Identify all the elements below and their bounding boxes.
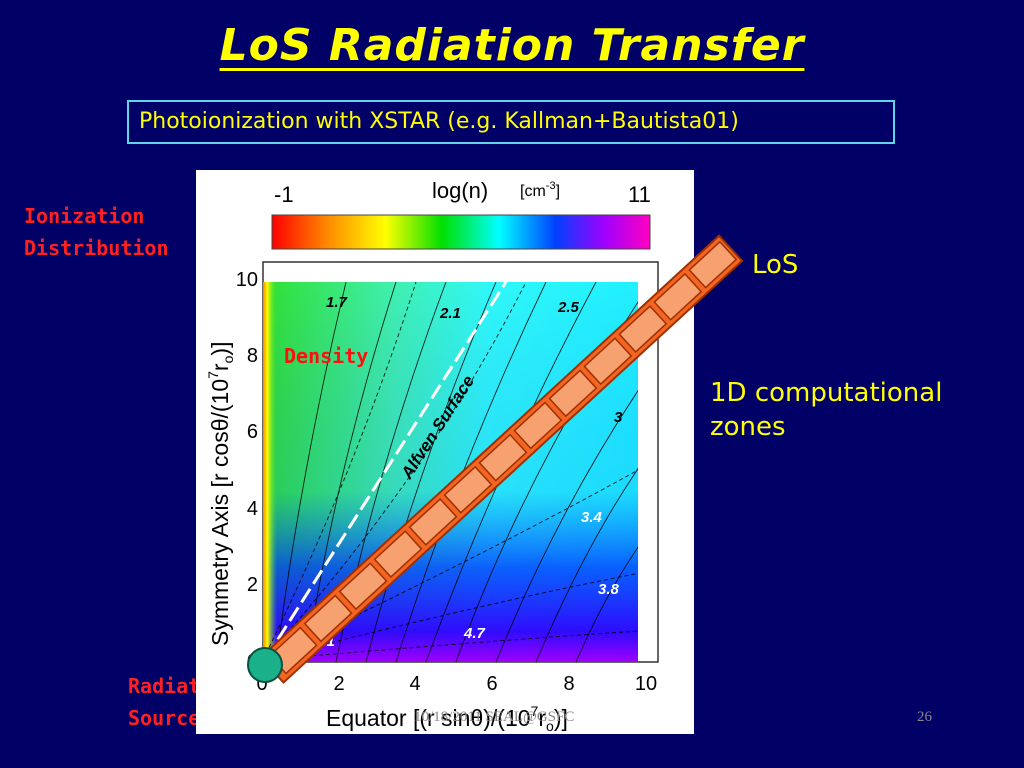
colorbar-title: log(n): [432, 178, 488, 203]
x-tick: 2: [333, 673, 344, 695]
los-label: LoS: [752, 250, 799, 280]
x-axis-label: Equator [(r sinθ)/(107ro)]: [326, 703, 568, 734]
density-plot-svg: -1 11 log(n) [cm-3]: [205, 178, 659, 734]
y-axis-label: Symmetry Axis [r cosθ/(107ro)]: [205, 342, 236, 646]
subtitle-box: Photoionization with XSTAR (e.g. Kallman…: [127, 100, 895, 144]
los-zone-cell: [688, 240, 738, 289]
x-tick: 0: [256, 673, 267, 695]
y-tick: 6: [247, 421, 258, 443]
computational-zones-label: 1D computational zones: [710, 378, 943, 442]
footer-date-center: 10/18/2011 SEAL@GSFC: [414, 709, 575, 725]
contour-label: 2.1: [439, 305, 461, 322]
contour-label: 5.1: [314, 633, 335, 650]
slide-title: LoS Radiation Transfer: [219, 20, 805, 71]
x-tick: 4: [409, 673, 420, 695]
colorbar: [271, 214, 651, 250]
y-tick: 10: [236, 269, 258, 291]
contour-label: 3.4: [581, 509, 603, 526]
subtitle-text: Photoionization with XSTAR (e.g. Kallman…: [139, 109, 739, 134]
x-tick: 10: [635, 673, 657, 695]
y-tick: 4: [247, 498, 258, 520]
page-number: 26: [917, 709, 932, 725]
contour-label: 4.7: [463, 625, 486, 642]
x-tick: 8: [563, 673, 574, 695]
colorbar-max: 11: [628, 182, 651, 207]
y-tick: 2: [247, 574, 258, 596]
y-tick: 8: [247, 345, 258, 367]
contour-label: 1.7: [326, 294, 348, 311]
contour-label: 3.8: [598, 581, 620, 598]
colorbar-unit: [cm-3]: [520, 180, 560, 200]
density-field: [263, 282, 638, 662]
x-tick: 6: [486, 673, 497, 695]
y-tick: 0: [247, 651, 258, 673]
colorbar-min: -1: [274, 182, 294, 207]
density-figure: -1 11 log(n) [cm-3]: [196, 170, 694, 734]
ionization-distribution-label: Ionization Distribution: [24, 204, 169, 260]
contour-label: 3: [614, 409, 623, 426]
density-label: Density: [284, 344, 368, 368]
contour-label: 2.5: [557, 299, 580, 316]
